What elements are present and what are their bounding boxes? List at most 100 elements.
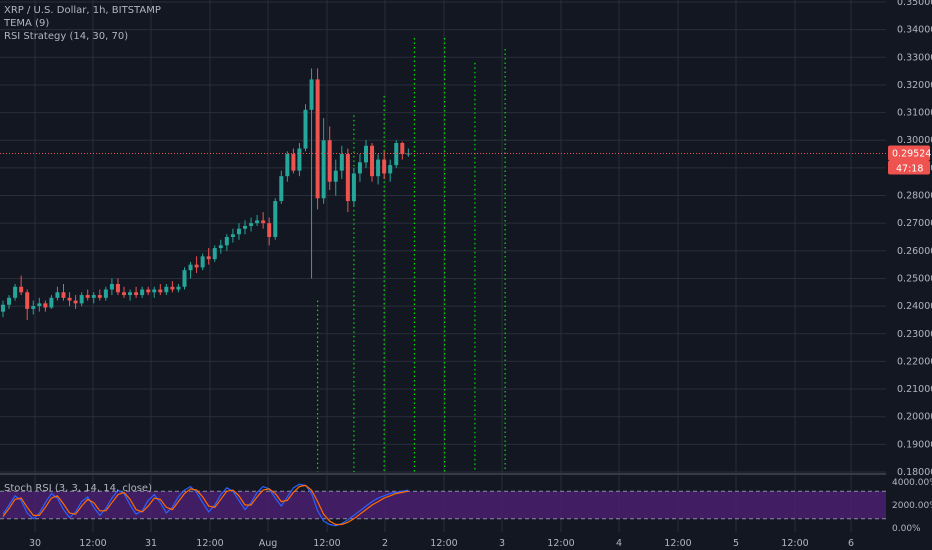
current-price-tag: 0.29524 47:18 (888, 145, 931, 175)
time-tick-label: 31 (145, 538, 157, 549)
candle-body (230, 234, 235, 237)
stoch-d-line (2, 484, 409, 526)
time-tick-label: 12:00 (196, 538, 223, 549)
candle-body (327, 140, 332, 182)
candle-body (128, 292, 133, 296)
time-tick-label: Aug (259, 538, 278, 549)
candle-body (85, 295, 90, 298)
candle-body (382, 159, 387, 174)
countdown-value: 47:18 (896, 164, 923, 175)
grid-lines (0, 0, 886, 532)
candle-body (376, 159, 381, 177)
candle-body (261, 220, 266, 224)
candle-body (49, 297, 54, 308)
stoch-tick-label: 2000.00% (892, 501, 932, 511)
stoch-k-line (2, 483, 409, 527)
candle-body (303, 109, 308, 149)
chart-legend: XRP / U.S. Dollar, 1h, BITSTAMP TEMA (9)… (4, 4, 161, 43)
candle-body (19, 286, 24, 293)
candle-body (194, 264, 199, 268)
price-tag-box (888, 145, 930, 161)
stoch-rsi-pane[interactable] (0, 483, 886, 527)
stoch-band (0, 491, 886, 519)
candle-body (279, 176, 284, 202)
candle-body (370, 145, 375, 177)
candle-body (236, 228, 241, 235)
candle-body (55, 292, 60, 298)
candle-body (321, 140, 326, 199)
candle-body (140, 289, 145, 296)
candle-body (13, 286, 18, 298)
candlestick-series[interactable] (0, 68, 886, 320)
candle-body (152, 289, 157, 293)
price-tag-value: 0.29524 (892, 149, 931, 160)
candle-body (255, 220, 260, 224)
time-tick-label: 30 (29, 538, 41, 549)
candle-body (267, 223, 272, 237)
candle-body (388, 165, 393, 174)
candle-body (200, 256, 205, 268)
candle-body (273, 201, 278, 237)
rsi-strategy-label[interactable]: RSI Strategy (14, 30, 70) (4, 31, 129, 42)
stoch-tick-label: 0.00% (892, 524, 921, 534)
candle-body (91, 295, 96, 298)
candle-body (97, 295, 102, 298)
candle-body (285, 154, 290, 177)
time-tick-label: 12:00 (664, 538, 691, 549)
time-tick-label: 12:00 (781, 538, 808, 549)
time-axis[interactable]: 30 12:00 31 12:00 Aug 12:00 2 12:00 3 12:00 4 12:00… (29, 538, 854, 549)
candle-body (1, 304, 5, 312)
candle-body (158, 289, 163, 293)
candle-body (243, 225, 247, 229)
time-tick-label: 12:00 (547, 538, 574, 549)
tema-indicator-label[interactable]: TEMA (9) (4, 18, 50, 29)
candle-body (400, 143, 405, 155)
candle-body (25, 292, 30, 309)
time-tick-label: 6 (848, 538, 854, 549)
stoch-rsi-label[interactable]: Stoch RSI (3, 3, 14, 14, close) (4, 483, 152, 494)
candle-body (37, 303, 42, 307)
time-tick-label: 12:00 (430, 538, 457, 549)
candle-body (109, 284, 114, 290)
symbol-title[interactable]: XRP / U.S. Dollar, 1h, BITSTAMP (4, 5, 161, 16)
candle-body (67, 297, 72, 301)
candle-body (43, 303, 48, 308)
candle-body (164, 286, 169, 293)
candle-body (218, 245, 223, 249)
candle-body (103, 289, 108, 298)
candle-body (351, 173, 356, 202)
candle-body (339, 154, 344, 171)
candle-body (333, 170, 338, 182)
candle-body (146, 289, 151, 293)
time-tick-label: 3 (499, 538, 505, 549)
candle-body (212, 248, 217, 260)
stoch-tick-label: 4000.00% (892, 478, 932, 488)
countdown-box (888, 160, 930, 175)
candle-body (206, 256, 211, 260)
candle-body (309, 79, 314, 110)
candle-body (249, 223, 254, 226)
candle-body (394, 143, 399, 166)
price-tick-label: 0.18000 (897, 467, 932, 478)
candle-body (188, 264, 193, 271)
candle-body (73, 300, 78, 304)
time-tick-label: 4 (616, 538, 622, 549)
candle-body (345, 154, 350, 202)
candle-body (61, 292, 66, 298)
candle-body (315, 79, 320, 199)
